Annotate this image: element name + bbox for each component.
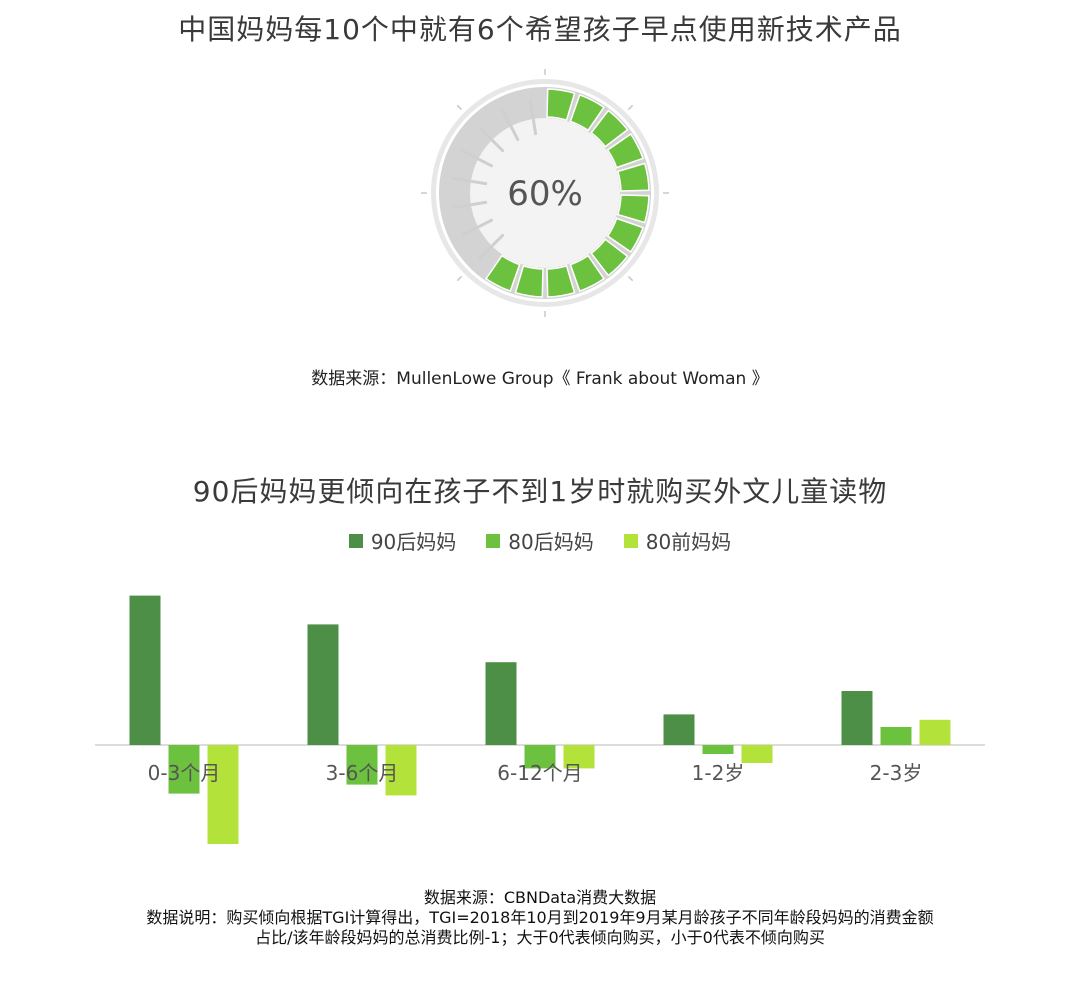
bar [919, 719, 951, 745]
gauge-chart: 60% [421, 69, 669, 317]
gauge-segment-filled [514, 264, 544, 298]
bar [207, 745, 239, 844]
bar [385, 745, 417, 796]
gauge-segment-filled [616, 162, 650, 192]
gauge-segment-filled [606, 217, 644, 253]
gauge-tick [627, 104, 634, 111]
notes-line2: 占比/该年龄段妈妈的总消费比例-1；大于0代表倾向购买，小于0代表不倾向购买 [255, 928, 825, 947]
category-label: 1-2岁 [692, 761, 745, 785]
bar-chart: 0-3个月 3-6个月 6-12个月 1-2岁 2-3岁 [95, 595, 985, 844]
bar [485, 662, 517, 745]
gauge-face-tick [470, 179, 488, 186]
legend-label: 90后妈妈 [370, 530, 457, 554]
gauge-face-tick [477, 218, 494, 229]
gauge-segment-empty [501, 109, 512, 127]
notes: 数据来源：CBNData消费大数据 数据说明：购买倾向根据TGI计算得出，TGI… [0, 888, 1080, 948]
gauge-segment-empty [529, 100, 535, 120]
legend-item-pre80: 80前妈妈 [623, 526, 732, 555]
legend-swatch [486, 533, 501, 548]
gauge-segment-filled [485, 254, 521, 292]
gauge-segment-empty [452, 177, 472, 183]
bar [524, 745, 556, 769]
gauge-face-tick [477, 157, 494, 168]
gauge-segment-filled [590, 238, 629, 277]
bar [880, 727, 912, 745]
gauge-face [470, 118, 620, 268]
gauge-segment-filled [606, 133, 644, 169]
category-label: 3-6个月 [326, 761, 399, 785]
bar [563, 745, 595, 769]
gauge-tick [627, 275, 634, 282]
gauge-segment-empty [478, 126, 493, 141]
bar [168, 745, 200, 794]
notes-line1: 数据说明：购买倾向根据TGI计算得出，TGI=2018年10月到2019年9月某… [146, 908, 934, 927]
gauge-segment-filled [569, 254, 605, 292]
bar [346, 745, 378, 785]
bar [129, 595, 161, 745]
legend-label: 80后妈妈 [508, 530, 594, 554]
gauge-face-tick [509, 125, 520, 142]
gauge-face-tick [470, 200, 488, 207]
gauge-tick [456, 275, 463, 282]
legend-swatch [623, 533, 638, 548]
gauge-segment-empty [478, 245, 493, 260]
bar-chart-legend: 90后妈妈 80后妈妈 80前妈妈 [0, 526, 1080, 555]
legend-swatch [348, 533, 363, 548]
bar-chart-title: 90后妈妈更倾向在孩子不到1岁时就购买外文儿童读物 [192, 475, 888, 508]
gauge-face-tick [531, 118, 538, 136]
bar [663, 714, 695, 745]
legend-label: 80前妈妈 [645, 530, 732, 554]
category-label: 6-12个月 [497, 761, 582, 785]
gauge-face-tick [491, 139, 505, 153]
bar [841, 691, 873, 745]
legend-item-80: 80后妈妈 [486, 526, 594, 555]
gauge-segment-empty [461, 226, 479, 237]
gauge-segment-filled [616, 194, 650, 224]
bar [307, 624, 339, 745]
gauge-tick [456, 104, 463, 111]
legend-item-90: 90后妈妈 [348, 526, 457, 555]
gauge-segment-empty [461, 149, 479, 160]
gauge-segment-filled [546, 264, 576, 298]
category-label: 2-3岁 [870, 761, 923, 785]
gauge-segment-filled [569, 94, 605, 132]
gauge-segment-empty [452, 203, 472, 209]
category-label: 0-3个月 [148, 761, 221, 785]
gauge-segment-filled [546, 88, 576, 122]
bar [741, 745, 773, 763]
notes-source: 数据来源：CBNData消费大数据 [423, 888, 657, 907]
bar [702, 745, 734, 754]
gauge-title: 中国妈妈每10个中就有6个希望孩子早点使用新技术产品 [178, 13, 902, 46]
gauge-value-label: 60% [507, 174, 583, 214]
gauge-face-tick [491, 233, 505, 247]
gauge-segment-filled [590, 109, 629, 148]
gauge-source: 数据来源：MullenLowe Group《 Frank about Woman… [311, 369, 769, 389]
